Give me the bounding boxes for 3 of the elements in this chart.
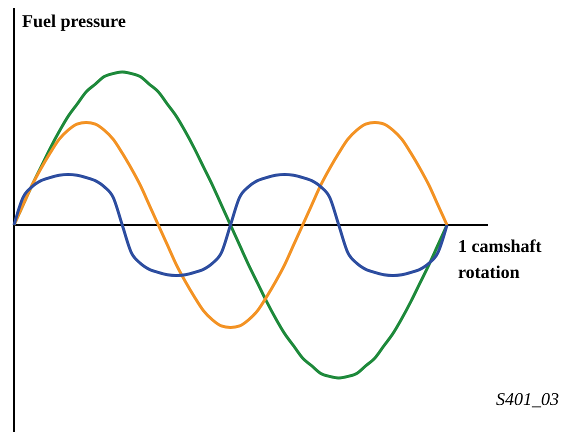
text: S401_03 — [496, 389, 559, 409]
y-axis-title: Fuel pressure — [22, 11, 126, 31]
x-axis-title: 1 camshaft rotation — [458, 236, 542, 282]
